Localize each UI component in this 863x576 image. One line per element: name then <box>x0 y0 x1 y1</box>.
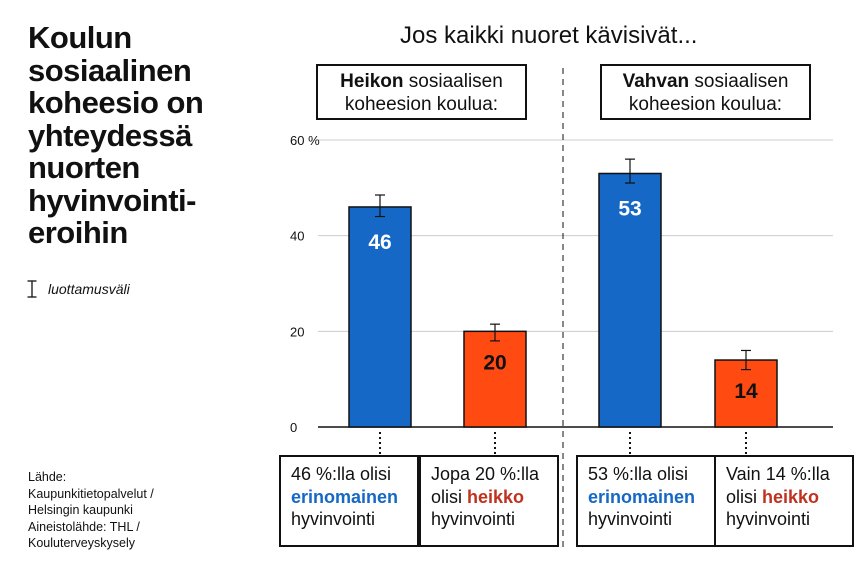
title-line: Koulun <box>28 20 132 55</box>
y-tick-label: 0 <box>290 420 297 435</box>
source-note: Lähde: Kaupunkitietopalvelut / Helsingin k… <box>28 469 154 552</box>
group-box-strong: Vahvan sosiaalisen koheesion koulua: <box>600 64 811 120</box>
title-line: nuorten <box>28 150 140 186</box>
page-title: Koulun sosiaalinen koheesio on yhteydessä nu… <box>28 20 228 251</box>
source-line: Kaupunkitietopalvelut / <box>28 486 154 501</box>
note-highlight: erinomainen <box>588 486 696 507</box>
title-line: sosiaalinen <box>28 52 192 88</box>
y-tick-label: 40 <box>290 229 304 244</box>
note-line: hyvinvointi <box>588 509 673 529</box>
title-line: koheesio on <box>28 85 204 121</box>
note-highlight: erinomainen <box>291 486 399 507</box>
note-pre: olisi <box>726 486 763 507</box>
data-label: 46 <box>368 231 391 254</box>
bar <box>714 359 778 428</box>
title-line: hyvinvointi- <box>28 182 196 218</box>
group-rest: sosiaalisen <box>689 71 789 92</box>
error-bar-icon <box>27 280 37 298</box>
note-highlight: heikko <box>467 486 525 507</box>
note-line: olisi heikko <box>726 486 852 509</box>
group-line2: koheesion koulua: <box>344 93 499 115</box>
note-highlight: heikko <box>762 486 820 507</box>
data-label: 53 <box>618 197 641 220</box>
note-box: Vain 14 %:lla olisi heikko hyvinvointi <box>714 455 854 547</box>
y-tick-label: 20 <box>290 324 304 339</box>
data-label: 14 <box>734 380 758 403</box>
note-line: Jopa 20 %:lla <box>431 464 540 484</box>
title-line: eroihin <box>28 215 128 251</box>
title-line: yhteydessä <box>28 117 192 153</box>
note-box: Jopa 20 %:lla olisi heikko hyvinvointi <box>419 455 559 547</box>
source-line: Aineistolähde: THL / <box>28 519 140 534</box>
note-box: 53 %:lla olisi erinomainen hyvinvointi <box>576 455 716 547</box>
note-line: erinomainen <box>588 486 714 509</box>
note-box: 46 %:lla olisi erinomainen hyvinvointi <box>279 455 419 547</box>
bar <box>598 172 662 428</box>
group-line2: koheesion koulua: <box>628 93 783 115</box>
note-line: olisi heikko <box>431 486 557 509</box>
group-bold: Vahvan <box>622 71 690 92</box>
group-bold: Heikon <box>340 71 404 92</box>
note-line: hyvinvointi <box>431 509 516 529</box>
legend: luottamusväli <box>26 279 130 299</box>
group-box-weak: Heikon sosiaalisen koheesion koulua: <box>316 64 527 120</box>
note-line: 46 %:lla olisi <box>291 464 392 484</box>
source-line: Helsingin kaupunki <box>28 503 133 517</box>
source-line: Kouluterveyskysely <box>28 536 135 550</box>
bar <box>463 330 527 428</box>
legend-label: luottamusväli <box>48 281 130 297</box>
source-line: Lähde: <box>28 470 67 484</box>
group-rest: sosiaalisen <box>403 71 503 92</box>
bar <box>348 206 412 428</box>
y-tick-label: 60 % <box>290 133 320 148</box>
data-label: 20 <box>483 351 506 374</box>
note-pre: olisi <box>431 486 468 507</box>
note-line: erinomainen <box>291 486 417 509</box>
note-line: hyvinvointi <box>726 509 811 529</box>
note-line: Vain 14 %:lla <box>726 464 830 484</box>
note-line: 53 %:lla olisi <box>588 464 689 484</box>
note-line: hyvinvointi <box>291 509 376 529</box>
scenario-title: Jos kaikki nuoret kävisivät... <box>400 22 698 49</box>
